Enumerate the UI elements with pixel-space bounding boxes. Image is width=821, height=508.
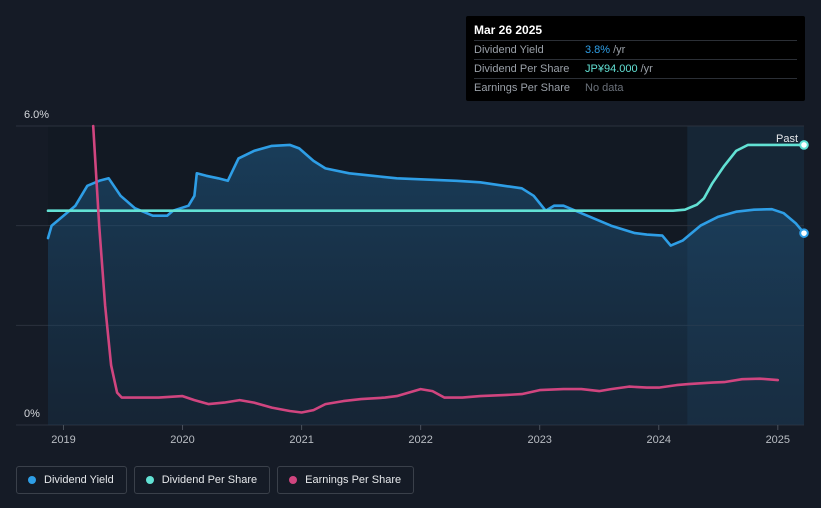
tooltip-value: JP¥94.000 [585, 63, 638, 75]
tooltip: Mar 26 2025 Dividend Yield 3.8% /yr Divi… [466, 16, 805, 101]
tooltip-unit: /yr [640, 63, 653, 75]
y-tick-label: 0% [24, 408, 40, 420]
tooltip-label: Earnings Per Share [474, 82, 570, 94]
tooltip-label: Dividend Per Share [474, 63, 570, 75]
legend-dividend-per-share[interactable]: Dividend Per Share [133, 466, 271, 494]
dividend-yield-area [48, 144, 804, 425]
legend-dot-icon [145, 476, 154, 484]
dividend-per-share-end-marker [799, 140, 809, 150]
x-tick-label: 2022 [408, 434, 432, 446]
x-tick-label: 2021 [289, 434, 313, 446]
tooltip-row-dividend-yield: Dividend Yield 3.8% /yr [474, 41, 797, 60]
tooltip-label: Dividend Yield [474, 44, 544, 56]
earnings-per-share-line [91, 124, 780, 414]
x-tick-label: 2025 [766, 434, 790, 446]
tooltip-unit: /yr [613, 44, 626, 56]
dividend-per-share-line [46, 143, 806, 212]
legend-label: Dividend Yield [44, 474, 114, 486]
legend: Dividend Yield Dividend Per Share Earnin… [16, 466, 415, 494]
tooltip-row-dividend-per-share: Dividend Per Share JP¥94.000 /yr [474, 60, 797, 79]
legend-dot-icon [289, 476, 298, 484]
tooltip-value: 3.8% [585, 44, 611, 56]
legend-label: Dividend Per Share [161, 474, 258, 486]
legend-label: Earnings Per Share [305, 474, 402, 486]
x-tick-label: 2023 [527, 434, 551, 446]
legend-earnings-per-share[interactable]: Earnings Per Share [277, 466, 415, 494]
dividend-yield-end-marker [799, 228, 809, 238]
legend-dot-icon [28, 476, 36, 484]
x-tick-label: 2020 [170, 434, 194, 446]
past-label: Past [776, 133, 798, 145]
y-tick-label: 6.0% [24, 109, 49, 121]
tooltip-date: Mar 26 2025 [474, 16, 797, 41]
x-tick-label: 2024 [647, 434, 671, 446]
legend-dividend-yield[interactable]: Dividend Yield [16, 466, 127, 494]
tooltip-row-earnings-per-share: Earnings Per Share No data [474, 79, 797, 97]
tooltip-value: No data [585, 82, 624, 94]
x-tick-label: 2019 [51, 434, 75, 446]
chart: 6.0% 0% 2019 2020 2021 2022 2023 2024 2025 Past [16, 109, 809, 446]
